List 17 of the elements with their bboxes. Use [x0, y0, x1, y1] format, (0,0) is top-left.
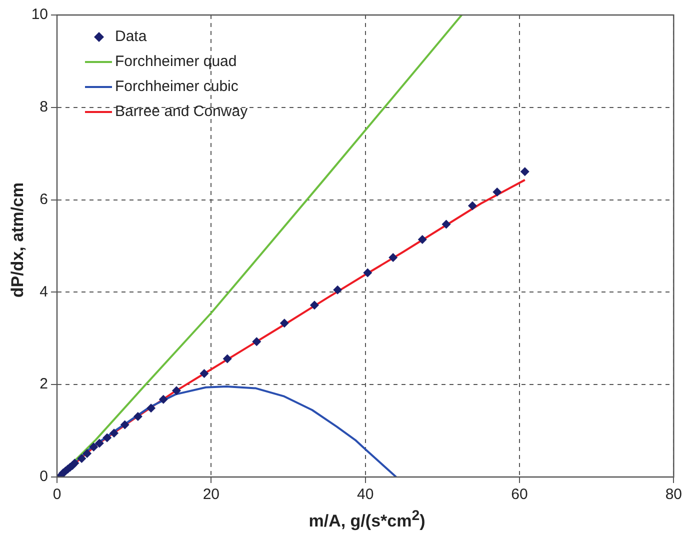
x-tick-label: 80 — [665, 486, 682, 504]
y-tick-label: 2 — [40, 376, 48, 393]
x-tick-label: 0 — [52, 486, 62, 504]
y-tick-label: 8 — [40, 98, 48, 116]
y-tick-label: 6 — [40, 190, 48, 208]
legend-label: Forchheimer quad — [115, 53, 237, 70]
legend-label: Barree and Conway — [115, 103, 248, 120]
x-tick-label: 40 — [356, 486, 374, 504]
x-tick-label: 60 — [511, 486, 528, 504]
y-tick-label: 10 — [31, 6, 48, 24]
y-tick-label: 4 — [40, 283, 48, 300]
x-axis-title: m/A, g/(s*cm$^{2}$) — [308, 508, 426, 532]
y-tick-label: 0 — [40, 468, 48, 486]
legend-label: Forchheimer cubic — [115, 78, 239, 96]
legend-label: Data — [115, 28, 148, 46]
y-axis-title: dP/dx, atm/cm — [8, 181, 28, 300]
x-tick-label: 20 — [202, 486, 220, 504]
